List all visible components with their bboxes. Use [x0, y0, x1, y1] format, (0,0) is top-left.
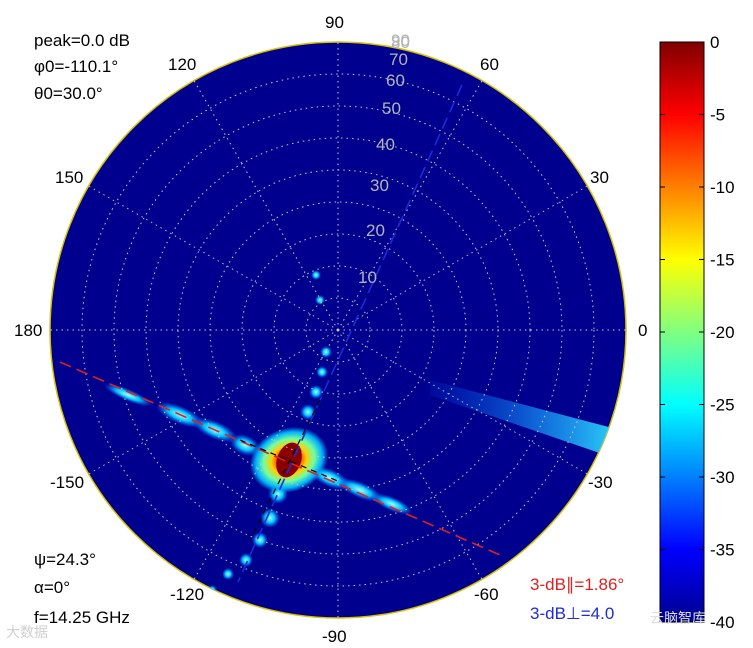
colorbar-tick-label: -20 [710, 323, 735, 342]
alpha-annotation: α=0° [34, 578, 71, 597]
radial-label-60: 60 [386, 71, 405, 90]
perp-cut-line [237, 84, 463, 583]
perp-side-lobe [222, 568, 234, 580]
side-streak [430, 380, 620, 460]
theta-annotation: θ0=30.0° [34, 84, 103, 103]
grid-spoke-60 [337, 80, 483, 331]
grid-ring-70 [113, 105, 563, 555]
grid-ring-10 [305, 297, 371, 363]
perp-side-lobe [311, 270, 321, 280]
colorbar-tick-label: -15 [710, 251, 735, 270]
radial-label-90: 90 [391, 31, 410, 50]
grid-spoke-neg150 [88, 329, 339, 475]
colorbar-tick-label: -30 [710, 468, 735, 487]
beam-core [276, 442, 302, 478]
par-side-lobe [371, 493, 413, 515]
perp-3db-annotation: 3-dB⊥=4.0 [530, 604, 615, 623]
perp-side-lobe [315, 295, 325, 305]
colorbar-tick-label: -40 [710, 613, 735, 632]
perp-side-lobe [316, 366, 328, 378]
beam-axis-black [249, 399, 321, 541]
grid-ring-60 [145, 137, 531, 523]
grid-spoke-120 [193, 80, 339, 331]
perp-side-lobe [320, 346, 332, 358]
perp-side-lobe [207, 585, 217, 595]
grid-ring-80 [81, 73, 595, 587]
perp-side-lobe [252, 532, 268, 548]
angle-label-neg90: -90 [322, 627, 347, 646]
watermark-right: 云脑智库 [650, 611, 706, 627]
angle-label-0: 0 [638, 321, 647, 340]
angle-label-90: 90 [325, 13, 344, 32]
radial-label-50: 50 [382, 99, 401, 118]
perp-side-lobe [260, 508, 280, 528]
colorbar-tick-label: -5 [710, 106, 725, 125]
colorbar-tick-label: -35 [710, 541, 735, 560]
grid-ring-30 [241, 233, 435, 427]
angle-label-150: 150 [55, 168, 83, 187]
angle-label-60: 60 [480, 55, 499, 74]
par-side-lobe [337, 478, 383, 502]
angle-label-neg120: -120 [170, 585, 204, 604]
colorbar-tick-label: -25 [710, 396, 735, 415]
par-cut-line [59, 361, 501, 556]
angle-label-180: 180 [14, 321, 42, 340]
par-side-lobe [229, 433, 261, 457]
watermark-left: 大数据 [6, 625, 48, 641]
grid-spoke-neg30 [337, 329, 588, 475]
radial-label-40: 40 [376, 135, 395, 154]
colorbar-ticks: 0 -5 -10 -15 -20 -25 -30 -35 -40 [660, 33, 735, 632]
phi-annotation: φ0=-110.1° [34, 57, 119, 76]
freq-annotation: f=14.25 GHz [34, 608, 130, 627]
angle-label-120: 120 [168, 55, 196, 74]
peak-annotation: peak=0.0 dB [34, 31, 130, 50]
radial-label-10: 10 [358, 268, 377, 287]
grid-spoke-neg120 [193, 329, 339, 580]
beam-axis-black-2 [239, 439, 341, 483]
polar-grid [50, 42, 626, 618]
radial-label-20: 20 [366, 221, 385, 240]
angle-label-neg30: -30 [588, 473, 613, 492]
colorbar-tick-label: -10 [710, 178, 735, 197]
par-3db-annotation: 3-dB∥=1.86° [530, 575, 625, 594]
grid-spoke-150 [88, 185, 339, 331]
radial-label-30: 30 [370, 176, 389, 195]
grid-spoke-neg60 [337, 329, 483, 580]
colorbar-tick-label: 0 [710, 33, 719, 52]
angle-label-neg150: -150 [50, 473, 84, 492]
grid-ring-20 [273, 265, 403, 395]
perp-side-lobe [239, 553, 253, 567]
angle-label-neg60: -60 [474, 585, 499, 604]
radial-label-70: 70 [389, 50, 408, 69]
psi-annotation: ψ=24.3° [34, 550, 96, 569]
grid-spoke-30 [337, 185, 588, 331]
radial-label-80: 80 [391, 33, 410, 52]
par-side-lobe [103, 383, 153, 407]
colorbar [659, 41, 705, 623]
angle-label-30: 30 [590, 168, 609, 187]
